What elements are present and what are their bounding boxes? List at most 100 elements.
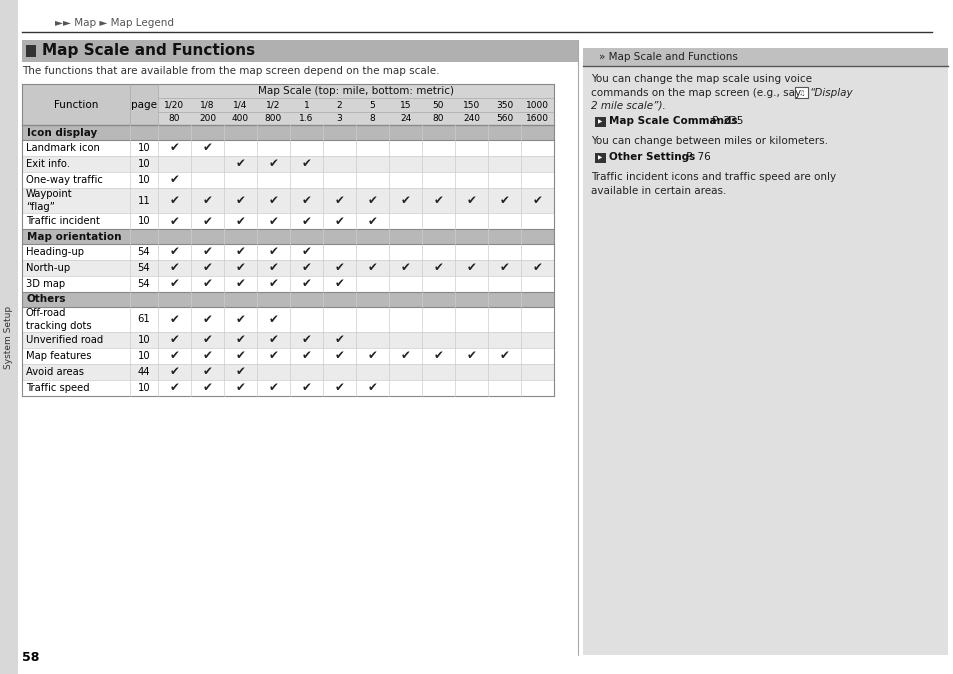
Bar: [22, 348, 554, 364]
Text: ✔: ✔: [466, 194, 476, 207]
Text: Map Scale and Functions: Map Scale and Functions: [42, 44, 254, 59]
Bar: [595, 117, 605, 127]
Text: 1: 1: [303, 100, 309, 109]
Text: 10: 10: [137, 351, 151, 361]
Text: ✔: ✔: [301, 334, 311, 346]
Text: ✔: ✔: [170, 365, 179, 379]
Bar: [22, 125, 554, 140]
Bar: [224, 112, 256, 125]
Text: ✔: ✔: [269, 158, 278, 171]
Text: ✔: ✔: [202, 365, 213, 379]
Text: ✔: ✔: [367, 381, 377, 394]
Text: Landmark icon: Landmark icon: [26, 143, 100, 153]
Text: » Map Scale and Functions: » Map Scale and Functions: [598, 52, 737, 62]
Bar: [224, 98, 256, 112]
Bar: [22, 244, 554, 260]
Text: ✔: ✔: [367, 262, 377, 274]
Bar: [455, 112, 488, 125]
Text: 800: 800: [265, 114, 282, 123]
Text: ✔: ✔: [301, 350, 311, 363]
Text: ✔: ✔: [202, 381, 213, 394]
Text: 3: 3: [336, 114, 342, 123]
Text: ✔: ✔: [466, 350, 476, 363]
Bar: [22, 307, 554, 332]
Bar: [582, 48, 947, 655]
Text: Off-road
tracking dots: Off-road tracking dots: [26, 308, 91, 331]
Bar: [256, 112, 290, 125]
Bar: [22, 84, 554, 125]
Text: 44: 44: [137, 367, 150, 377]
Text: ✔: ✔: [202, 142, 213, 154]
Text: ✔: ✔: [235, 278, 245, 290]
Text: ✔: ✔: [433, 350, 443, 363]
Text: ✔: ✔: [433, 262, 443, 274]
Text: 58: 58: [22, 651, 39, 664]
Text: ✔: ✔: [301, 214, 311, 228]
Text: 54: 54: [137, 279, 151, 289]
Text: ✔: ✔: [269, 313, 278, 326]
Text: ♫: ♫: [798, 90, 803, 96]
Text: 80: 80: [169, 114, 180, 123]
Text: Unverified road: Unverified road: [26, 335, 103, 345]
Bar: [22, 156, 554, 172]
Text: 1600: 1600: [525, 114, 548, 123]
Bar: [191, 98, 224, 112]
Text: ✔: ✔: [335, 262, 344, 274]
Text: 240: 240: [462, 114, 479, 123]
Text: ✔: ✔: [499, 194, 509, 207]
Text: ✔: ✔: [202, 350, 213, 363]
Text: 560: 560: [496, 114, 513, 123]
Text: ✔: ✔: [202, 278, 213, 290]
Text: Other Settings: Other Settings: [608, 152, 695, 162]
Text: 10: 10: [137, 216, 151, 226]
Text: Map Scale (top: mile, bottom: metric): Map Scale (top: mile, bottom: metric): [257, 86, 454, 96]
Text: 10: 10: [137, 175, 151, 185]
Text: ✔: ✔: [269, 278, 278, 290]
Text: ✔: ✔: [269, 194, 278, 207]
Text: ✔: ✔: [400, 262, 410, 274]
Bar: [389, 112, 421, 125]
Text: ✔: ✔: [202, 245, 213, 259]
Text: Waypoint
“flag”: Waypoint “flag”: [26, 189, 72, 212]
Text: 150: 150: [462, 100, 479, 109]
Text: ✔: ✔: [269, 245, 278, 259]
Text: ✔: ✔: [235, 194, 245, 207]
Text: 11: 11: [137, 195, 151, 206]
Text: “Display: “Display: [809, 88, 853, 98]
Text: ✔: ✔: [202, 214, 213, 228]
Text: ✔: ✔: [269, 262, 278, 274]
Text: ✔: ✔: [335, 350, 344, 363]
Text: ✔: ✔: [301, 278, 311, 290]
Text: 200: 200: [199, 114, 215, 123]
Text: 50: 50: [433, 100, 444, 109]
Bar: [158, 98, 191, 112]
Bar: [488, 112, 520, 125]
Text: P. 76: P. 76: [682, 152, 710, 162]
Bar: [22, 332, 554, 348]
Text: 1/2: 1/2: [266, 100, 280, 109]
Bar: [22, 292, 554, 307]
Text: ✔: ✔: [202, 334, 213, 346]
Text: ✔: ✔: [235, 365, 245, 379]
Text: ►► Map ► Map Legend: ►► Map ► Map Legend: [55, 18, 173, 28]
Text: Traffic incident icons and traffic speed are only
available in certain areas.: Traffic incident icons and traffic speed…: [590, 172, 835, 196]
Bar: [22, 260, 554, 276]
Text: ✔: ✔: [170, 278, 179, 290]
Bar: [389, 98, 421, 112]
Text: ✔: ✔: [235, 350, 245, 363]
Text: ✔: ✔: [367, 350, 377, 363]
Bar: [22, 229, 554, 244]
Text: ▶: ▶: [598, 156, 602, 160]
Text: ✔: ✔: [269, 350, 278, 363]
Text: Map orientation: Map orientation: [27, 231, 121, 241]
Text: ✔: ✔: [269, 381, 278, 394]
Text: ✔: ✔: [235, 245, 245, 259]
Text: 24: 24: [399, 114, 411, 123]
Bar: [290, 98, 323, 112]
Text: ✔: ✔: [433, 194, 443, 207]
Text: You can change the map scale using voice
commands on the map screen (e.g., say: You can change the map scale using voice…: [590, 74, 811, 98]
Bar: [191, 112, 224, 125]
Bar: [794, 87, 807, 98]
Text: ✔: ✔: [170, 142, 179, 154]
Bar: [520, 98, 554, 112]
